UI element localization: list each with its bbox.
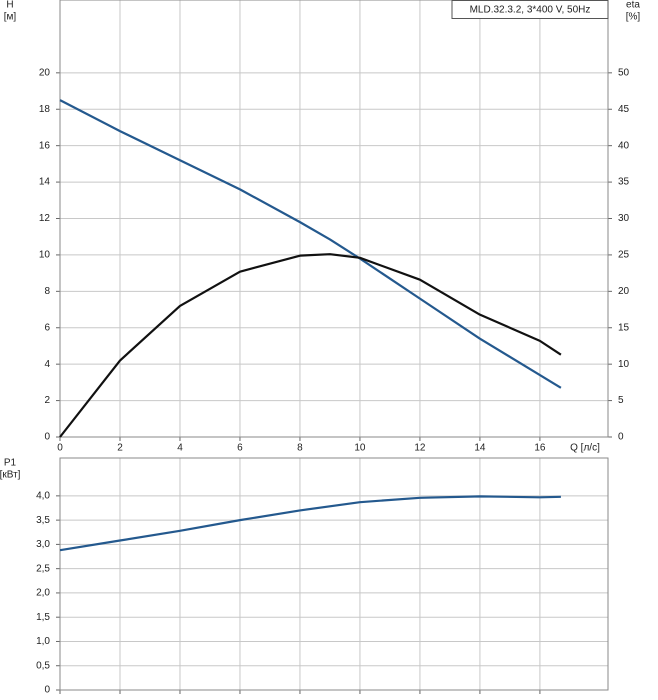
y2-tick-label: 20	[618, 286, 630, 297]
y2-tick-label: 50	[618, 67, 630, 78]
y2-tick-label: 15	[618, 322, 630, 333]
y2-tick-label: 25	[618, 250, 630, 261]
y-axis-unit: [кВт]	[0, 470, 21, 481]
y2-axis-unit: [%]	[626, 12, 641, 23]
y-tick-label: 1,0	[36, 636, 50, 647]
y-tick-label: 0	[44, 432, 50, 443]
y-tick-label: 16	[39, 140, 51, 151]
y-tick-label: 14	[39, 177, 51, 188]
y-tick-label: 18	[39, 104, 51, 115]
x-tick-label: 2	[117, 443, 123, 454]
x-tick-label: 12	[414, 443, 426, 454]
y-tick-label: 20	[39, 67, 51, 78]
y-axis-unit: [м]	[4, 12, 17, 23]
y-tick-label: 6	[44, 322, 50, 333]
y2-tick-label: 35	[618, 177, 630, 188]
series-line	[59, 99, 562, 389]
x-tick-label: 4	[177, 443, 183, 454]
y-tick-label: 3,0	[36, 539, 50, 550]
y2-axis-title: eta	[626, 0, 640, 11]
y-tick-label: 0	[44, 685, 50, 696]
series-line	[59, 495, 561, 552]
y-tick-label: 2,5	[36, 563, 50, 574]
x-axis-title: Q [л/с]	[570, 443, 600, 454]
y-axis-title: H	[6, 0, 13, 11]
x-tick-label: 16	[534, 443, 546, 454]
y-tick-label: 10	[39, 250, 51, 261]
y-tick-label: 1,5	[36, 612, 50, 623]
plot-frame	[59, 457, 609, 691]
y2-tick-label: 5	[618, 395, 624, 406]
x-tick-label: 14	[474, 443, 486, 454]
x-tick-label: 0	[57, 443, 63, 454]
y2-tick-label: 30	[618, 213, 630, 224]
y-tick-label: 0,5	[36, 660, 50, 671]
y-tick-label: 4	[44, 359, 50, 370]
y-tick-label: 2	[44, 395, 50, 406]
annotation: MLD.32.3.2, 3*400 V, 50Hz	[470, 5, 591, 16]
y-tick-label: 4,0	[36, 490, 50, 501]
y2-tick-label: 10	[618, 359, 630, 370]
x-tick-label: 8	[297, 443, 303, 454]
plot-frame	[59, 0, 609, 438]
x-tick-label: 6	[237, 443, 243, 454]
y2-tick-label: 0	[618, 432, 624, 443]
y-tick-label: 3,5	[36, 515, 50, 526]
y2-tick-label: 45	[618, 104, 630, 115]
y-tick-label: 12	[39, 213, 51, 224]
x-tick-label: 10	[354, 443, 366, 454]
y-axis-title: P1	[4, 458, 17, 469]
y-tick-label: 8	[44, 286, 50, 297]
y-tick-label: 2,0	[36, 588, 50, 599]
annotation-box	[451, 0, 609, 19]
y2-tick-label: 40	[618, 140, 630, 151]
series-line	[59, 253, 562, 438]
